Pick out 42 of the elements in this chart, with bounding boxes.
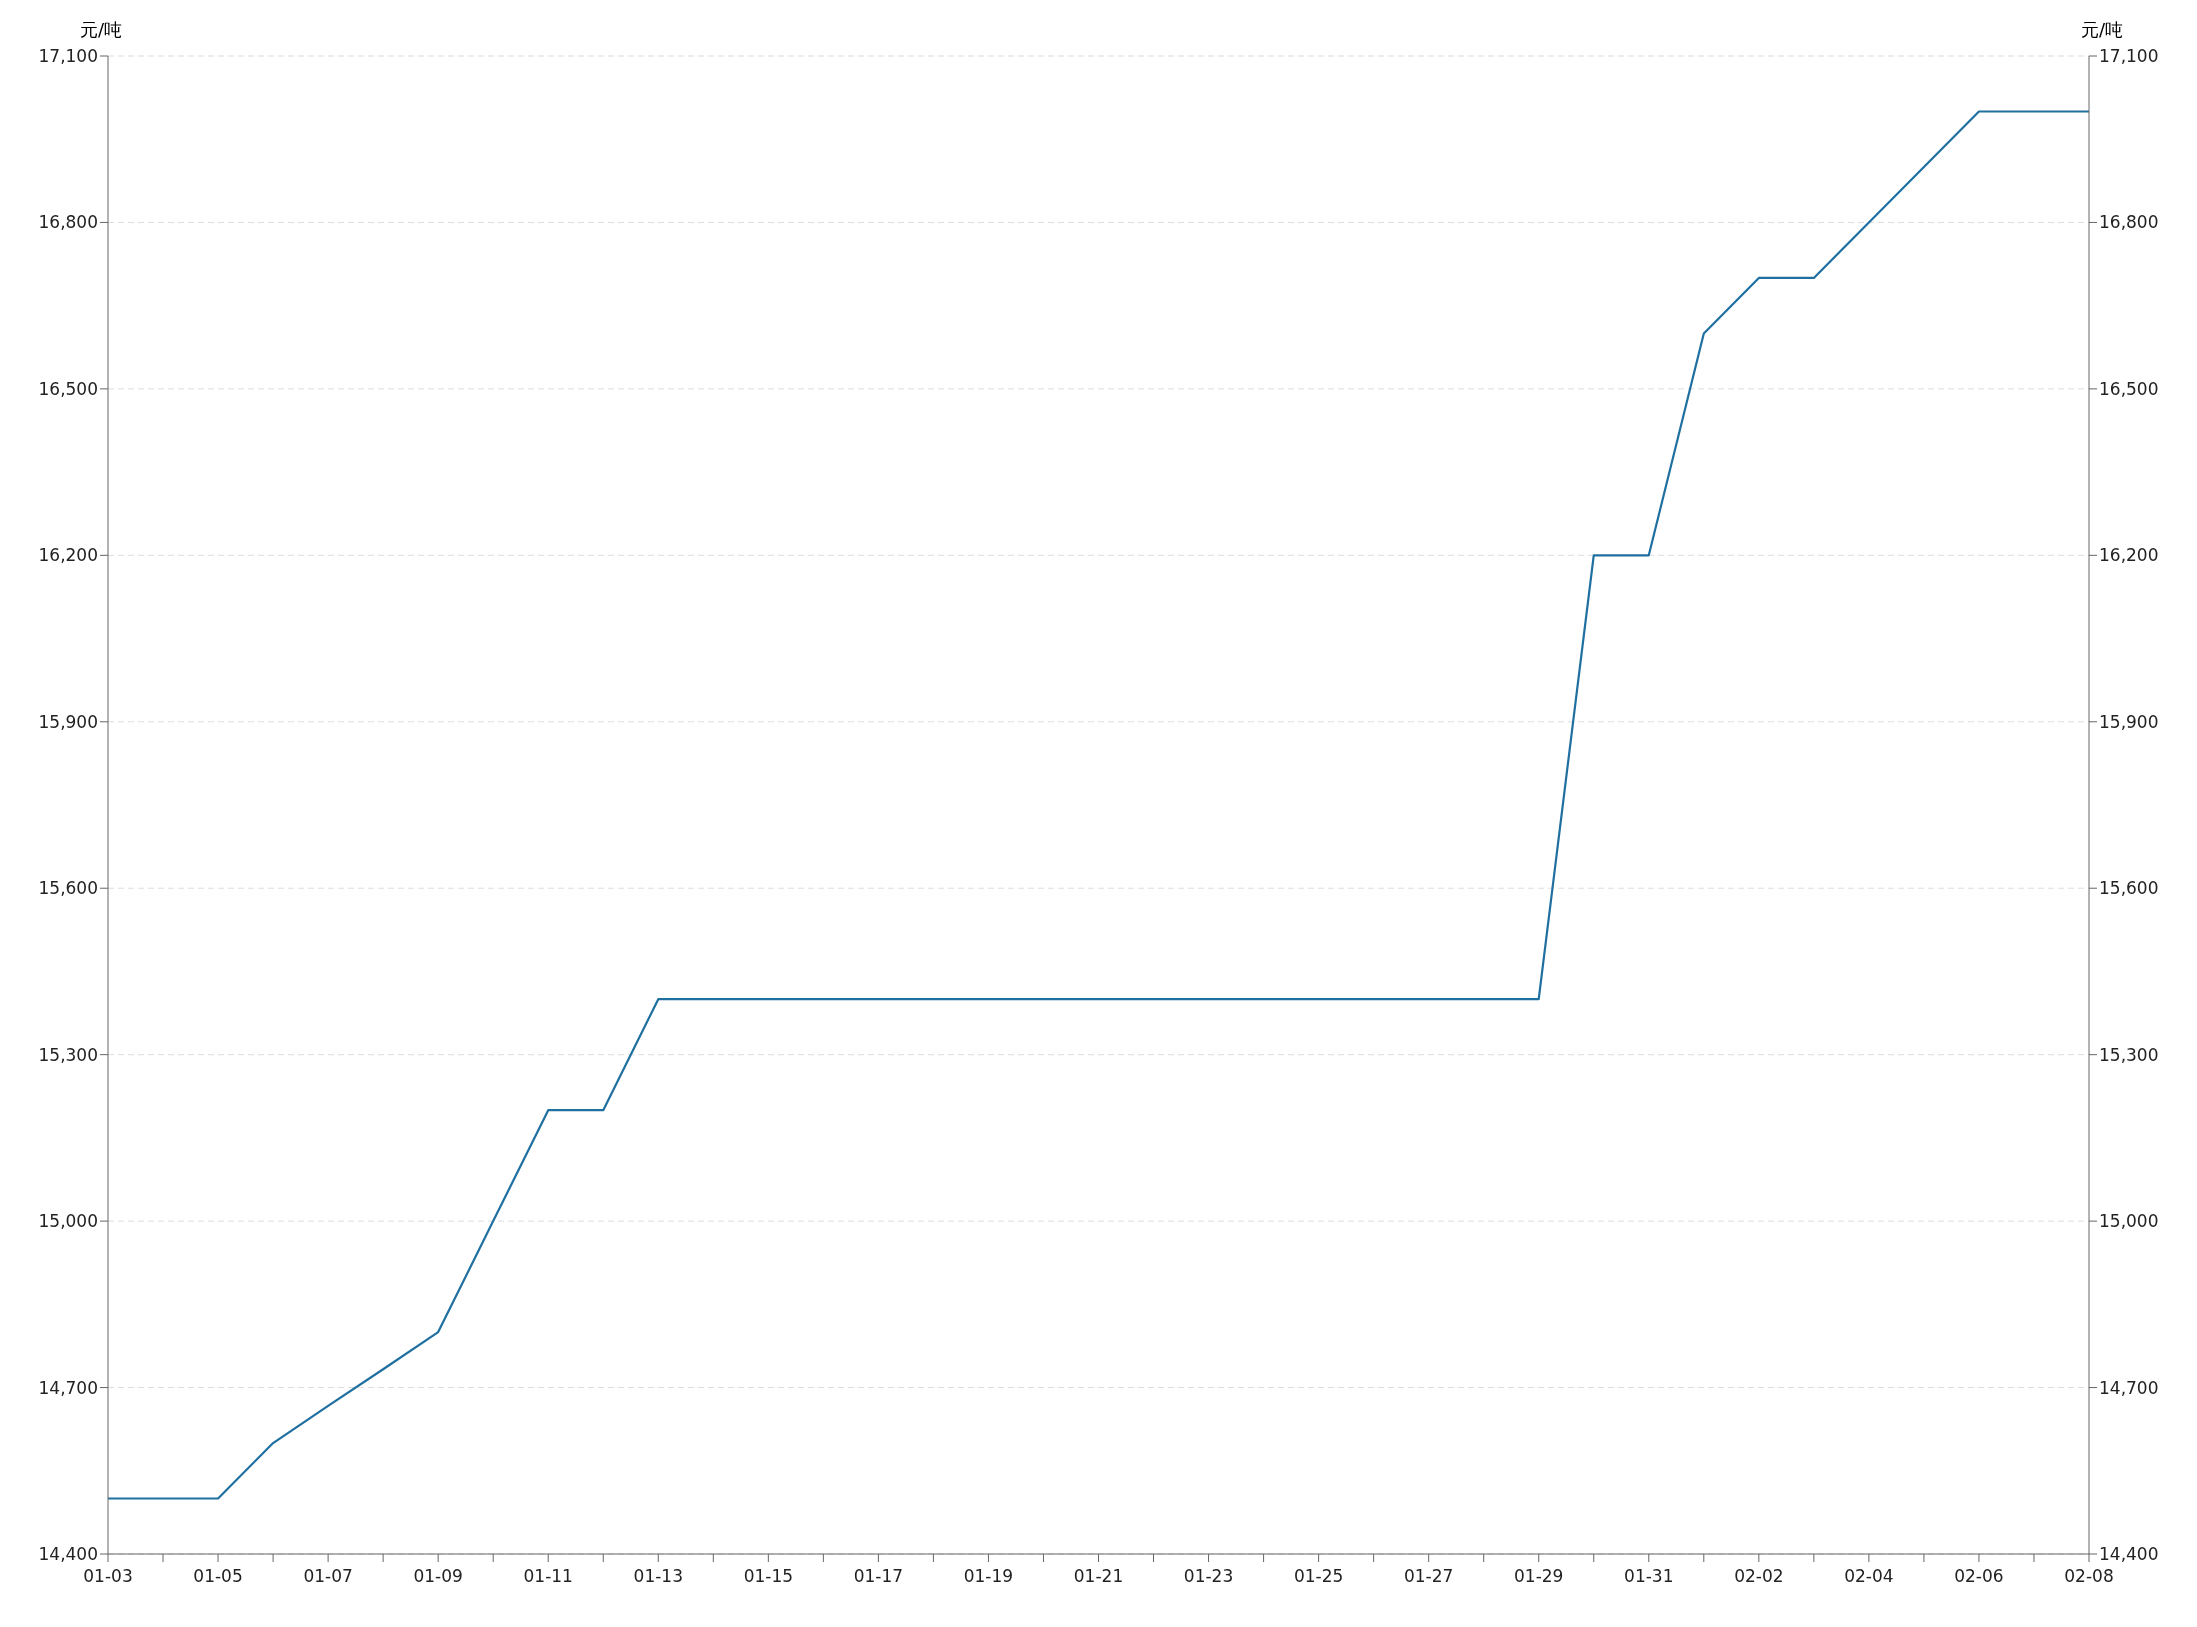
x-tick-label: 02-08 xyxy=(2064,1566,2114,1587)
y2-tick-label: 16,500 xyxy=(2099,378,2159,399)
y2-tick-label: 15,600 xyxy=(2099,878,2159,899)
y-axis-title: 元/吨 xyxy=(80,18,123,42)
x-tick-label: 01-09 xyxy=(413,1566,463,1587)
x-tick-label: 01-19 xyxy=(963,1566,1014,1587)
y-tick-label: 16,800 xyxy=(38,212,98,233)
y-tick-label: 14,700 xyxy=(38,1377,98,1398)
y2-tick-label: 15,000 xyxy=(2099,1211,2159,1232)
y2-tick-label: 14,400 xyxy=(2099,1544,2159,1565)
y-tick-label: 17,100 xyxy=(38,46,98,67)
x-tick-label: 01-25 xyxy=(1293,1566,1344,1587)
x-tick-label: 01-11 xyxy=(523,1566,573,1587)
y2-tick-label: 17,100 xyxy=(2099,46,2159,67)
x-tick-label: 01-13 xyxy=(633,1566,683,1587)
x-tick-label: 01-21 xyxy=(1073,1566,1124,1587)
y-tick-label: 15,300 xyxy=(38,1044,98,1065)
x-tick-label: 02-02 xyxy=(1734,1566,1784,1587)
y-tick-label: 15,600 xyxy=(38,878,98,899)
y2-tick-label: 16,200 xyxy=(2099,545,2159,566)
x-tick-label: 01-29 xyxy=(1514,1566,1564,1587)
y-tick-label: 14,400 xyxy=(38,1544,98,1565)
x-tick-label: 01-31 xyxy=(1624,1566,1674,1587)
x-tick-label: 01-27 xyxy=(1403,1566,1454,1587)
y2-axis-title: 元/吨 xyxy=(2080,18,2123,42)
line-series xyxy=(108,110,2089,1500)
x-tick-label: 01-17 xyxy=(853,1566,904,1587)
x-tick-label: 01-23 xyxy=(1183,1566,1234,1587)
x-tick-label: 01-03 xyxy=(83,1566,133,1587)
y-tick-label: 16,200 xyxy=(38,545,98,566)
y-tick-label: 15,900 xyxy=(38,711,98,732)
y-tick-label: 16,500 xyxy=(38,378,98,399)
x-tick-label: 01-07 xyxy=(303,1566,353,1587)
y2-tick-label: 16,800 xyxy=(2099,212,2159,233)
x-tick-label: 02-06 xyxy=(1954,1566,2004,1587)
x-tick-label: 02-04 xyxy=(1844,1566,1894,1587)
x-tick-label: 01-15 xyxy=(743,1566,794,1587)
x-tick-label: 01-05 xyxy=(193,1566,243,1587)
y2-tick-label: 14,700 xyxy=(2099,1377,2159,1398)
y2-tick-label: 15,900 xyxy=(2099,711,2159,732)
y-tick-label: 15,000 xyxy=(38,1211,98,1232)
y2-tick-label: 15,300 xyxy=(2099,1044,2159,1065)
